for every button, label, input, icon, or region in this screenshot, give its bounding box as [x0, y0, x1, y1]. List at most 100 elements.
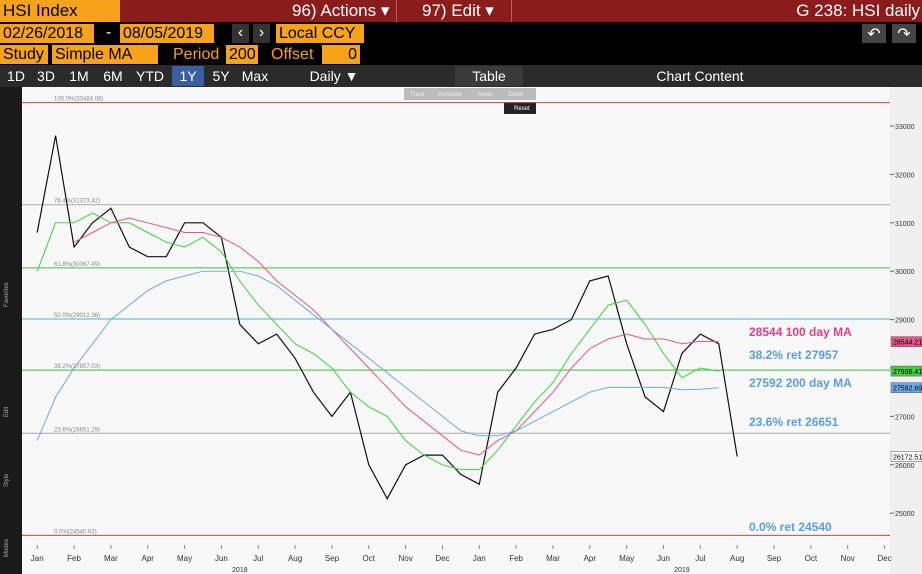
level-label: 61.8%(30067.49) [54, 262, 100, 268]
x-tick-label: Feb [67, 554, 81, 563]
chart-tool: News [478, 92, 493, 98]
chart-tool: Annotate [438, 92, 463, 98]
y-tick-label: 31000 [895, 221, 915, 228]
chart-tool: Track [410, 92, 426, 98]
x-tick-label: Aug [730, 554, 744, 563]
period-button[interactable]: 5Y [212, 68, 230, 84]
x-tick-label: Feb [509, 554, 523, 563]
chart-tool: Zoom [508, 92, 523, 98]
table-button[interactable]: Table [455, 66, 523, 86]
sidebar-label: Edit [4, 406, 10, 417]
sidebar [0, 87, 22, 574]
chart-name: G 238: HSI daily [796, 1, 920, 20]
period[interactable]: 200 [226, 45, 258, 64]
sidebar-label: Style [4, 473, 10, 487]
y-tick-label: 27000 [895, 414, 915, 421]
y-tick-label: 29000 [895, 318, 915, 325]
period-button[interactable]: 6M [103, 68, 123, 84]
study-label: Study [0, 45, 48, 64]
year-label: 2019 [674, 567, 690, 574]
x-tick-label: Apr [584, 554, 597, 563]
last-value-tag [890, 451, 922, 462]
x-tick-label: Apr [142, 554, 155, 563]
x-tick-label: Mar [104, 554, 118, 563]
redo[interactable]: ↷ [892, 24, 916, 43]
frequency[interactable]: Daily ▼ [309, 68, 359, 84]
plot-area [22, 87, 890, 574]
x-tick-label: Oct [363, 554, 376, 563]
x-tick-label: Jun [657, 554, 670, 563]
y-tick-label: 25000 [895, 511, 915, 518]
chart-tools [404, 88, 536, 100]
chart-content[interactable]: Chart Content [656, 68, 744, 84]
y-axis-area [890, 87, 922, 574]
sidebar-label: Favorites [4, 282, 10, 307]
x-tick-label: Sep [325, 554, 340, 563]
last-value-tag [890, 382, 922, 393]
last-value-tag [890, 336, 922, 347]
x-tick-label: May [177, 554, 192, 563]
security[interactable]: HSI Index [0, 0, 120, 22]
edit-menu[interactable]: 97) Edit ▾ [422, 0, 512, 22]
y-tick-label: 32000 [895, 172, 915, 179]
last-value-label: 27936.41 [893, 369, 922, 376]
x-tick-label: Nov [398, 554, 412, 563]
annotation: 28544 100 day MA [749, 325, 852, 339]
next-button[interactable]: › [253, 24, 270, 43]
offset[interactable]: 0 [322, 45, 360, 64]
x-tick-label: Nov [841, 554, 855, 563]
level-label: 23.6%(26651.29) [54, 427, 100, 433]
period-button[interactable]: Max [241, 68, 269, 84]
annotation: 0.0% ret 24540 [749, 520, 832, 534]
reset-button[interactable] [504, 102, 536, 114]
x-tick-label: Oct [805, 554, 818, 563]
last-value-label: 27592.69 [893, 386, 922, 393]
dash: - [106, 24, 112, 41]
x-tick-label: Aug [288, 554, 302, 563]
period-button[interactable]: 3D [37, 68, 55, 84]
y-tick-label: 26000 [895, 463, 915, 470]
start-date[interactable]: 02/26/2018 [0, 24, 94, 43]
x-tick-label: Dec [877, 554, 891, 563]
year-label: 2018 [232, 567, 248, 574]
y-tick-label: 30000 [895, 269, 915, 276]
currency[interactable]: Local CCY [276, 24, 364, 43]
period-button[interactable]: YTD [136, 68, 164, 84]
undo[interactable]: ↶ [862, 24, 886, 43]
annotation: 23.6% ret 26651 [749, 415, 839, 429]
period-button[interactable]: 1M [69, 68, 89, 84]
level-label: 100.0%(33484.08) [54, 97, 103, 103]
study-name[interactable]: Simple MA [52, 45, 158, 64]
prev-button[interactable]: ‹ [232, 24, 249, 43]
x-tick-label: Dec [435, 554, 449, 563]
x-tick-label: Jul [253, 554, 263, 563]
moving-average [36, 270, 719, 441]
period-button[interactable]: 1Y [172, 66, 204, 86]
x-tick-label: Jun [215, 554, 228, 563]
y-tick-label: 33000 [895, 124, 915, 131]
level-label: 0.0%(24540.63) [54, 529, 97, 535]
offset-label: Offset [268, 45, 320, 64]
level-label: 50.0%(29012.36) [54, 313, 100, 319]
title-bar [120, 0, 922, 22]
price-line [36, 135, 738, 500]
annotation: 27592 200 day MA [749, 376, 852, 390]
x-tick-label: May [619, 554, 634, 563]
end-date[interactable]: 08/05/2019 [120, 24, 214, 43]
moving-average [36, 212, 719, 471]
x-tick-label: Sep [767, 554, 782, 563]
last-value-label: 28544.21 [893, 340, 922, 347]
moving-average [73, 217, 719, 456]
x-tick-label: Jan [31, 554, 44, 563]
annotation: 38.2% ret 27957 [749, 348, 839, 362]
level-label: 76.4%(31373.42) [54, 199, 100, 205]
chart: Track Annotate News Zoom Reset Favorites Edit S… [0, 87, 922, 574]
chart-tool: Reset [514, 106, 530, 112]
x-tick-label: Jul [695, 554, 705, 563]
level-label: 38.2%(27957.03) [54, 364, 100, 370]
actions-menu[interactable]: 96) Actions ▾ [292, 0, 397, 22]
period-label: Period [170, 45, 222, 64]
last-value-label: 26172.51 [893, 454, 922, 461]
period-button[interactable]: 1D [7, 68, 25, 84]
